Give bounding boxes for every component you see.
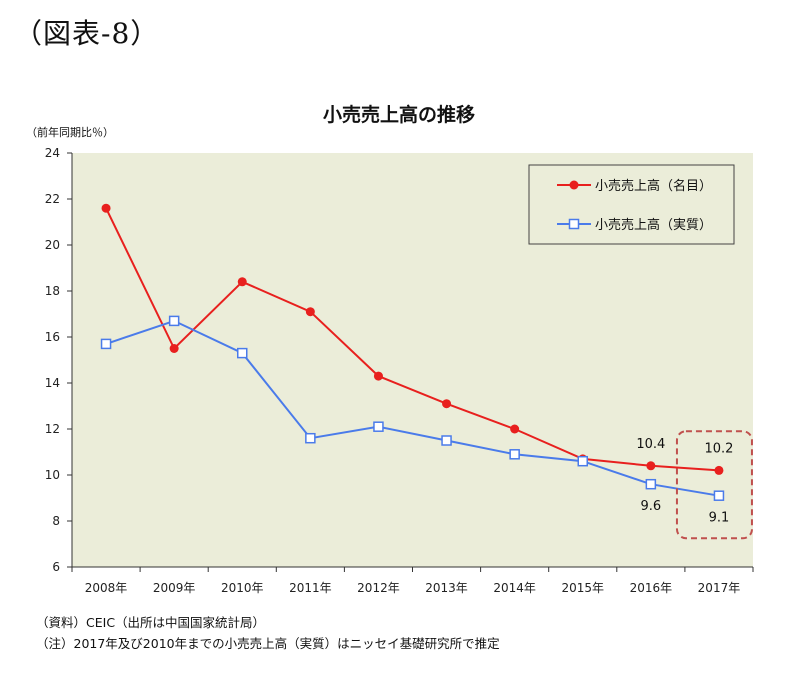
data-point-real (509, 449, 520, 460)
y-axis-unit-label: （前年同期比％） (26, 126, 114, 139)
data-point-real (645, 478, 657, 490)
legend-label: 小売売上高（実質） (595, 217, 712, 233)
x-tick-label: 2012年 (357, 581, 400, 595)
data-point-nominal (373, 371, 383, 381)
y-tick-label: 10 (45, 468, 60, 482)
x-tick-label: 2008年 (85, 581, 128, 595)
x-tick-label: 2014年 (493, 581, 536, 595)
legend-marker-real (568, 218, 580, 230)
y-tick-label: 20 (45, 238, 60, 252)
data-point-real (100, 338, 112, 350)
x-tick-label: 2011年 (289, 581, 332, 595)
x-tick-label: 2015年 (561, 581, 604, 595)
data-point-nominal (305, 307, 315, 317)
y-tick-label: 12 (45, 422, 60, 436)
data-point-nominal (510, 424, 520, 434)
data-point-nominal (442, 399, 452, 409)
chart-title: 小売売上高の推移 (322, 104, 475, 126)
y-tick-label: 24 (45, 146, 60, 160)
y-tick-label: 8 (52, 514, 60, 528)
x-tick-label: 2017年 (698, 581, 741, 595)
y-tick-label: 16 (45, 330, 60, 344)
data-point-real (168, 315, 180, 327)
data-point-real (577, 455, 588, 467)
data-point-real (441, 435, 452, 446)
data-point-nominal (237, 277, 247, 287)
legend-marker-nominal (569, 180, 579, 190)
legend-box (528, 164, 735, 245)
y-tick-label: 6 (52, 560, 60, 574)
data-label: 10.4 (636, 437, 665, 452)
data-point-real (373, 421, 384, 432)
data-label: 10.2 (704, 441, 733, 456)
y-tick-label: 14 (45, 376, 60, 390)
series-line-nominal (105, 207, 720, 472)
x-tick-label: 2016年 (630, 581, 673, 595)
y-tick-label: 18 (45, 284, 60, 298)
data-point-real (305, 432, 316, 444)
y-tick-label: 22 (45, 192, 60, 206)
data-point-nominal (169, 344, 179, 353)
x-tick-label: 2010年 (221, 581, 264, 595)
highlight-box-2017 (675, 430, 753, 540)
data-point-real (713, 490, 725, 501)
chart-notes: （資料）CEIC（出所は中国国家統計局） （注）2017年及び2010年までの小… (36, 612, 500, 654)
footnote: （注）2017年及び2010年までの小売売上高（実質）はニッセイ基礎研究所で推定 (36, 636, 500, 651)
data-point-nominal (646, 461, 656, 471)
data-label: 9.6 (641, 499, 662, 514)
figure-label: （図表-8） (14, 17, 160, 50)
data-point-real (237, 347, 248, 359)
legend-label: 小売売上高（名目） (595, 178, 712, 194)
data-label: 9.1 (709, 511, 730, 526)
data-point-nominal (101, 203, 111, 213)
series-line-real (105, 319, 720, 497)
x-tick-label: 2013年 (425, 581, 468, 595)
source-note: （資料）CEIC（出所は中国国家統計局） (36, 615, 266, 630)
x-tick-label: 2009年 (153, 581, 196, 595)
data-point-nominal (714, 465, 724, 475)
